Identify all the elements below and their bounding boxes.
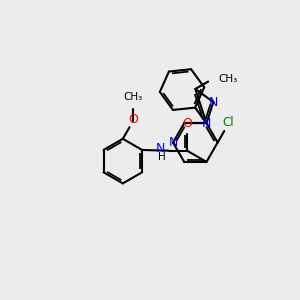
- Text: O: O: [128, 113, 138, 126]
- Text: CH₃: CH₃: [123, 92, 142, 102]
- Text: H: H: [158, 152, 165, 162]
- Text: CH₃: CH₃: [219, 74, 238, 83]
- Text: O: O: [182, 116, 192, 130]
- Text: N: N: [209, 95, 218, 109]
- Text: N: N: [202, 117, 211, 130]
- Text: N: N: [168, 136, 178, 149]
- Text: Cl: Cl: [223, 116, 234, 129]
- Text: N: N: [156, 142, 165, 155]
